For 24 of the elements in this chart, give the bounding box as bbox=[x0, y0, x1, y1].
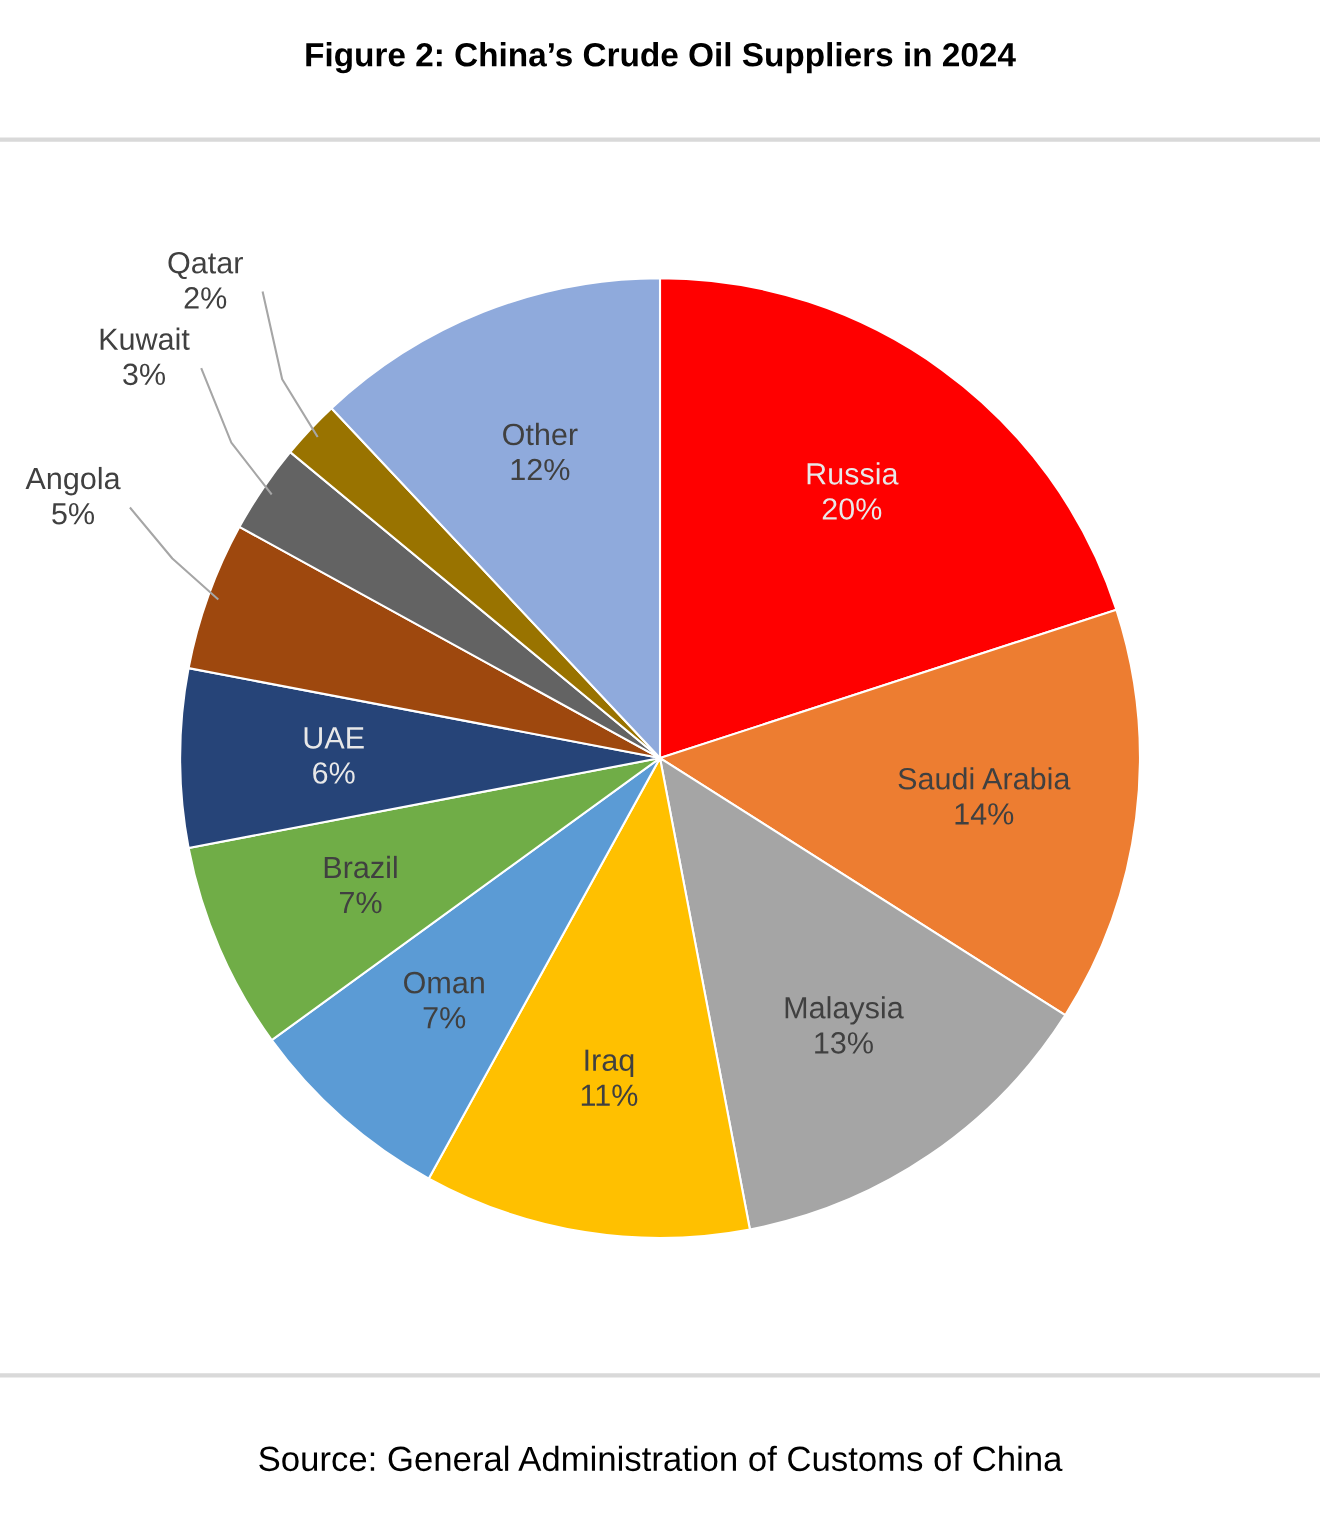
data-label: 7% bbox=[339, 891, 382, 914]
slice-label: Oman bbox=[404, 971, 484, 994]
data-label: 3% bbox=[123, 363, 165, 386]
source-note: Source: General Administration of Customs of China bbox=[259, 1445, 1063, 1472]
data-label: 7% bbox=[423, 1007, 466, 1029]
data-label: 12% bbox=[511, 458, 570, 481]
data-label: 6% bbox=[313, 762, 355, 784]
slice-label: Qatar bbox=[168, 251, 243, 280]
slice-label: Brazil bbox=[324, 855, 397, 879]
data-label: 2% bbox=[184, 287, 227, 309]
data-label: 14% bbox=[955, 803, 1014, 825]
slice-label: Saudi Arabia bbox=[898, 767, 1071, 790]
data-label: 20% bbox=[822, 498, 882, 520]
slice-label: Iraq bbox=[585, 1049, 634, 1078]
slice-label: Kuwait bbox=[100, 327, 190, 351]
slice-label: Other bbox=[503, 422, 578, 446]
data-label: 11% bbox=[581, 1084, 638, 1106]
data-label: 13% bbox=[815, 1032, 873, 1054]
slice-label: Malaysia bbox=[785, 996, 904, 1025]
slice-label: Angola bbox=[25, 466, 121, 496]
slice-label: UAE bbox=[304, 727, 364, 749]
data-label: 5% bbox=[52, 502, 95, 525]
chart-title: Figure 2: China’s Crude Oil Suppliers in 2024 bbox=[306, 42, 1016, 74]
slice-label: Russia bbox=[807, 462, 899, 485]
